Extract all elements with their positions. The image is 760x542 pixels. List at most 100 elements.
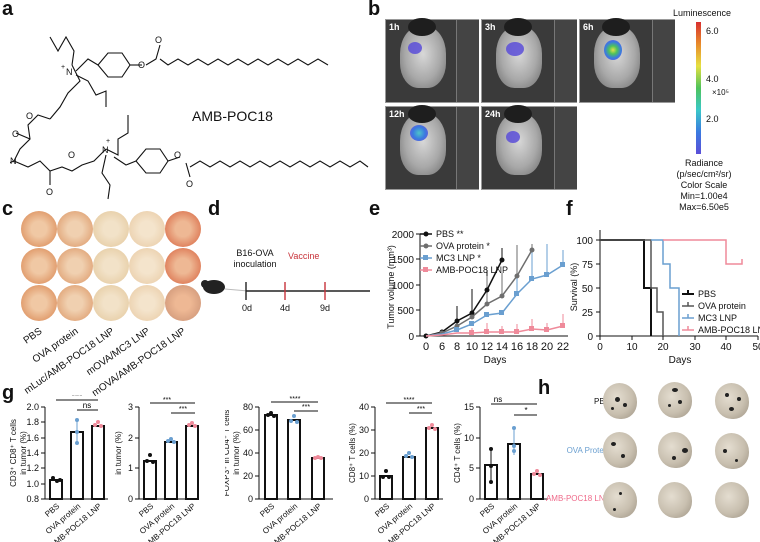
svg-text:2.0: 2.0 — [26, 402, 39, 412]
svg-text:40: 40 — [243, 448, 253, 458]
panel-label-d: d — [208, 198, 221, 220]
svg-text:12: 12 — [481, 341, 493, 353]
svg-text:PBS: PBS — [258, 502, 276, 519]
color-scale-min: Min=1.00e4 — [680, 191, 728, 201]
radiance-label: Radiance — [684, 158, 724, 168]
svg-text:0.8: 0.8 — [26, 494, 39, 504]
svg-text:PBS **: PBS ** — [436, 229, 464, 239]
svg-text:20: 20 — [541, 341, 553, 353]
svg-text:22: 22 — [557, 341, 569, 353]
timepoint-12h: 12h — [389, 109, 405, 119]
svg-text:8: 8 — [454, 341, 460, 353]
svg-text:100: 100 — [576, 236, 593, 247]
svg-text:18: 18 — [526, 341, 538, 353]
svg-text:10: 10 — [359, 471, 369, 481]
colorbar-legend: Radiance (p/sec/cm²/sr) Color Scale Min=… — [664, 158, 744, 213]
timeline-diagram — [201, 280, 370, 300]
svg-text:0: 0 — [128, 494, 133, 504]
ivis-image-3h: 3h — [481, 18, 577, 103]
svg-text:1.2: 1.2 — [26, 463, 39, 473]
ivis-image-24h: 24h — [481, 105, 577, 190]
svg-text:CD4⁺ T cells (%): CD4⁺ T cells (%) — [453, 423, 462, 483]
svg-text:Ki67⁺ cells in: Ki67⁺ cells in — [345, 430, 347, 477]
svg-text:in tumor (%): in tumor (%) — [19, 431, 28, 475]
svg-text:MC3 LNP: MC3 LNP — [698, 313, 737, 323]
svg-text:O: O — [68, 150, 75, 160]
svg-text:15: 15 — [464, 402, 474, 412]
svg-text:O: O — [46, 187, 53, 197]
svg-text:Ki67⁺ cells in: Ki67⁺ cells in — [450, 430, 452, 477]
svg-text:***: *** — [417, 406, 425, 413]
svg-text:1.8: 1.8 — [26, 417, 39, 427]
svg-text:1000: 1000 — [392, 281, 415, 292]
svg-text:CD8⁺ T cells (%): CD8⁺ T cells (%) — [348, 423, 357, 483]
svg-text:6: 6 — [439, 341, 445, 353]
svg-text:PBS: PBS — [478, 502, 496, 519]
svg-text:OVA protein: OVA protein — [698, 301, 746, 311]
svg-text:O: O — [155, 35, 162, 45]
svg-text:***: *** — [163, 397, 171, 404]
ivis-image-1h: 1h — [385, 18, 479, 103]
svg-text:500: 500 — [397, 306, 414, 317]
timeline-day-9: 9d — [320, 303, 331, 313]
svg-text:1: 1 — [128, 463, 133, 473]
svg-text:5: 5 — [469, 463, 474, 473]
panel-label-c: c — [2, 198, 14, 220]
colorbar-title: Luminescence — [672, 8, 732, 18]
svg-text:*: * — [524, 406, 527, 415]
colorbar-tick-4: 4.0 — [706, 74, 719, 84]
svg-text:+: + — [61, 64, 65, 71]
lung-row-label-amb: AMB-POC18 LNP — [545, 494, 610, 503]
timepoint-3h: 3h — [485, 22, 496, 32]
timepoint-24h: 24h — [485, 109, 501, 119]
svg-text:0: 0 — [597, 342, 603, 353]
inoculation-label-2: inoculation — [233, 259, 277, 269]
svg-text:1.6: 1.6 — [26, 433, 39, 443]
svg-text:75: 75 — [582, 260, 594, 271]
timepoint-6h: 6h — [583, 22, 594, 32]
svg-text:FOXP3⁺ in CD4⁺ T cells: FOXP3⁺ in CD4⁺ T cells — [225, 410, 231, 496]
svg-text:30: 30 — [689, 342, 701, 353]
svg-text:****: **** — [290, 396, 301, 403]
svg-text:14: 14 — [496, 341, 508, 353]
svg-text:1500: 1500 — [392, 255, 415, 266]
svg-text:PBS: PBS — [373, 502, 391, 519]
timeline-inoculation: B16-OVA inoculation — [225, 248, 285, 270]
svg-text:10: 10 — [464, 433, 474, 443]
panel-label-b: b — [368, 0, 381, 20]
colorbar-tick-6: 6.0 — [706, 26, 719, 36]
svg-text:20: 20 — [657, 342, 669, 353]
svg-text:ns: ns — [83, 401, 91, 410]
svg-text:2: 2 — [128, 433, 133, 443]
svg-text:10: 10 — [626, 342, 638, 353]
well-label-pbs: PBS — [21, 326, 45, 347]
svg-text:0: 0 — [364, 494, 369, 504]
color-scale-max: Max=6.50e5 — [679, 202, 729, 212]
bar-chart-cd8: 2.01.81.61.41.21.00.8 CD3⁺ CD8⁺ T cells … — [9, 395, 108, 542]
svg-text:16: 16 — [511, 341, 523, 353]
colorbar-multiplier: ×10⁵ — [712, 88, 729, 97]
svg-text:+: + — [106, 138, 110, 145]
svg-text:OVA protein *: OVA protein * — [436, 241, 490, 251]
svg-text:***: *** — [179, 406, 187, 413]
panel-label-e: e — [369, 198, 381, 220]
lung-row-label-ova: OVA Protein — [566, 446, 610, 455]
compound-name-label: AMB-POC18 — [192, 108, 273, 124]
svg-text:MC3 LNP *: MC3 LNP * — [436, 253, 481, 263]
svg-text:AMB-POC18 LNP: AMB-POC18 LNP — [698, 325, 760, 335]
svg-text:****: **** — [72, 395, 83, 400]
colorbar-tick-2: 2.0 — [706, 114, 719, 124]
svg-text:ns: ns — [494, 395, 502, 404]
panel-label-h: h — [538, 377, 551, 399]
svg-text:N: N — [10, 156, 17, 166]
svg-text:O: O — [26, 111, 33, 121]
svg-text:0: 0 — [248, 494, 253, 504]
ivis-image-6h: 6h — [579, 18, 675, 103]
svg-text:Days: Days — [484, 355, 507, 365]
svg-text:40: 40 — [720, 342, 732, 353]
panel-label-a: a — [2, 0, 14, 20]
svg-text:80: 80 — [243, 402, 253, 412]
svg-text:3: 3 — [128, 402, 133, 412]
svg-text:PBS: PBS — [698, 289, 716, 299]
